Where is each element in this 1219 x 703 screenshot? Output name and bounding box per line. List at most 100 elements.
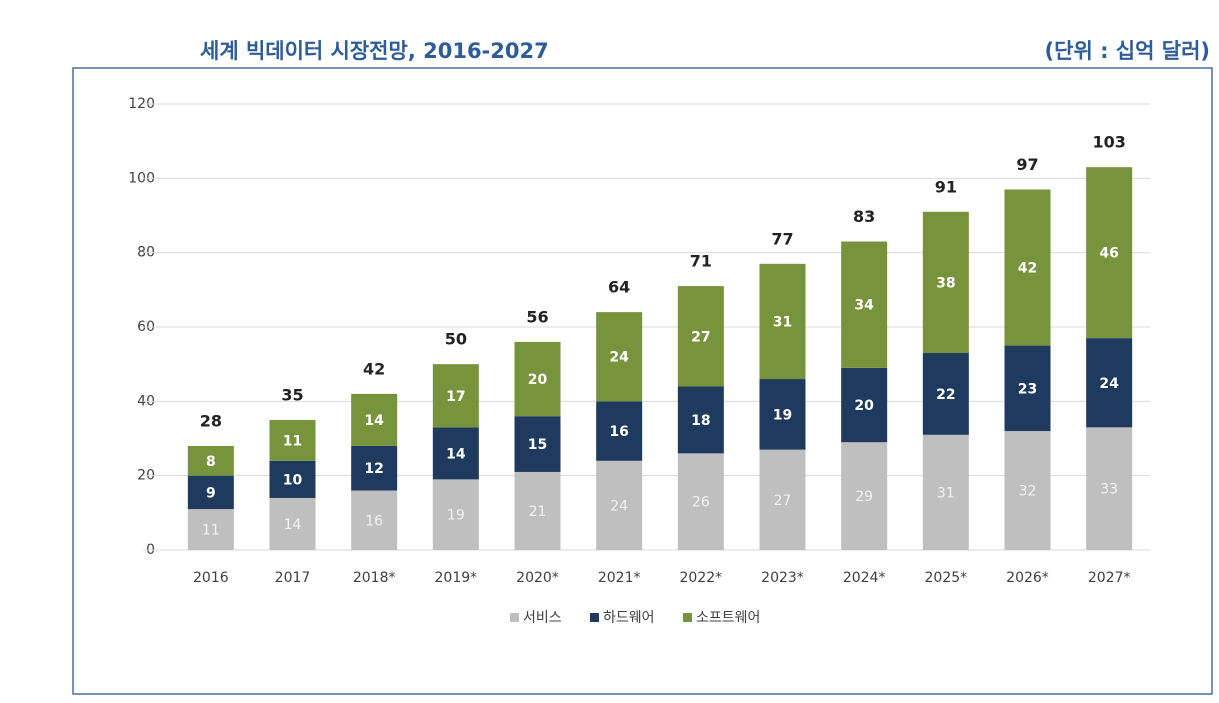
bar-segment xyxy=(269,419,316,461)
segment-label: 42 xyxy=(1018,261,1037,277)
bar-segment xyxy=(1004,345,1051,432)
total-label: 91 xyxy=(935,177,957,196)
total-label: 42 xyxy=(363,359,385,378)
segment-label: 46 xyxy=(1099,246,1118,262)
segment-label: 19 xyxy=(773,407,792,423)
segment-label: 27 xyxy=(691,329,710,345)
bar-segment xyxy=(922,211,969,354)
legend-label: 서비스 xyxy=(523,610,562,626)
segment-label: 14 xyxy=(364,413,384,429)
bar-segment xyxy=(759,379,806,450)
legend-swatch xyxy=(683,613,692,622)
total-label: 56 xyxy=(526,307,548,326)
x-tick-label: 2024* xyxy=(843,570,886,586)
total-label: 71 xyxy=(690,252,712,271)
bar-segment xyxy=(1086,427,1133,550)
x-tick-label: 2016 xyxy=(193,570,229,586)
bar-segment xyxy=(841,367,888,443)
bar-segment xyxy=(351,490,398,550)
bar-segment xyxy=(269,497,316,550)
x-tick-label: 2019* xyxy=(435,570,478,586)
bar-segment xyxy=(922,434,969,550)
total-label: 28 xyxy=(200,411,222,430)
segment-label: 26 xyxy=(692,495,710,511)
chart-subtitle: (단위 : 십억 달러) xyxy=(1045,39,1210,63)
legend-swatch xyxy=(590,613,599,622)
segment-label: 32 xyxy=(1019,484,1037,500)
total-label: 35 xyxy=(281,385,303,404)
segment-label: 31 xyxy=(773,314,792,330)
bar-segment xyxy=(432,364,479,428)
bar-segment xyxy=(596,460,643,550)
bar-segment xyxy=(759,263,806,380)
bar-segment xyxy=(187,475,234,510)
bar-segment xyxy=(677,386,724,454)
segment-label: 10 xyxy=(283,472,303,488)
bar-segment xyxy=(759,449,806,550)
x-tick-label: 2026* xyxy=(1006,570,1049,586)
segment-label: 15 xyxy=(528,437,547,453)
bar-segment xyxy=(514,471,561,550)
x-tick-label: 2027* xyxy=(1088,570,1131,586)
bar-segment xyxy=(187,445,234,476)
legend-label: 소프트웨어 xyxy=(696,610,760,626)
bar-segment xyxy=(187,509,234,550)
segment-label: 33 xyxy=(1100,482,1118,498)
segment-label: 19 xyxy=(447,508,465,524)
segment-label: 21 xyxy=(529,504,547,520)
segment-label: 20 xyxy=(528,372,548,388)
segment-label: 11 xyxy=(283,433,302,449)
x-tick-label: 2022* xyxy=(680,570,723,586)
bar-segment xyxy=(514,416,561,472)
segment-label: 24 xyxy=(610,498,628,514)
segment-label: 31 xyxy=(937,485,955,501)
x-tick-label: 2017 xyxy=(275,570,311,586)
x-tick-label: 2025* xyxy=(925,570,968,586)
bar-segment xyxy=(514,341,561,417)
bar-segment xyxy=(1086,338,1133,428)
bar-segment xyxy=(269,460,316,498)
segment-label: 16 xyxy=(609,424,628,440)
total-label: 97 xyxy=(1016,155,1038,174)
legend-swatch xyxy=(510,613,519,622)
segment-label: 17 xyxy=(446,389,465,405)
segment-label: 14 xyxy=(446,446,466,462)
bar-segment xyxy=(922,353,969,435)
segment-label: 38 xyxy=(936,275,955,291)
y-tick-label: 100 xyxy=(128,170,155,186)
segment-label: 8 xyxy=(206,454,216,470)
bar-segment xyxy=(841,442,888,550)
segment-label: 27 xyxy=(774,493,792,509)
bar-segment xyxy=(351,393,398,446)
bar-segment xyxy=(841,241,888,368)
bar-segment xyxy=(596,312,643,402)
bar-segment xyxy=(432,479,479,550)
segment-label: 14 xyxy=(284,517,302,533)
total-label: 103 xyxy=(1092,133,1125,152)
segment-label: 12 xyxy=(364,461,383,477)
bar-segment xyxy=(677,286,724,387)
segment-label: 22 xyxy=(936,387,955,403)
bar-segment xyxy=(351,445,398,491)
chart-frame xyxy=(72,67,1213,695)
segment-label: 29 xyxy=(855,489,873,505)
segment-label: 9 xyxy=(206,485,216,501)
segment-label: 18 xyxy=(691,413,710,429)
bar-segment xyxy=(432,427,479,480)
segment-label: 20 xyxy=(854,398,874,414)
bar-segment xyxy=(1004,189,1051,346)
segment-label: 23 xyxy=(1018,381,1037,397)
y-tick-label: 120 xyxy=(128,96,155,112)
legend-label: 하드웨어 xyxy=(603,610,655,626)
x-tick-label: 2020* xyxy=(516,570,559,586)
segment-label: 16 xyxy=(365,513,383,529)
x-tick-label: 2018* xyxy=(353,570,396,586)
segment-label: 24 xyxy=(1099,376,1119,392)
bar-segment xyxy=(1004,431,1051,550)
total-label: 50 xyxy=(445,330,467,349)
bar-segment xyxy=(677,453,724,550)
x-tick-label: 2021* xyxy=(598,570,641,586)
total-label: 83 xyxy=(853,207,875,226)
total-label: 77 xyxy=(771,229,793,248)
